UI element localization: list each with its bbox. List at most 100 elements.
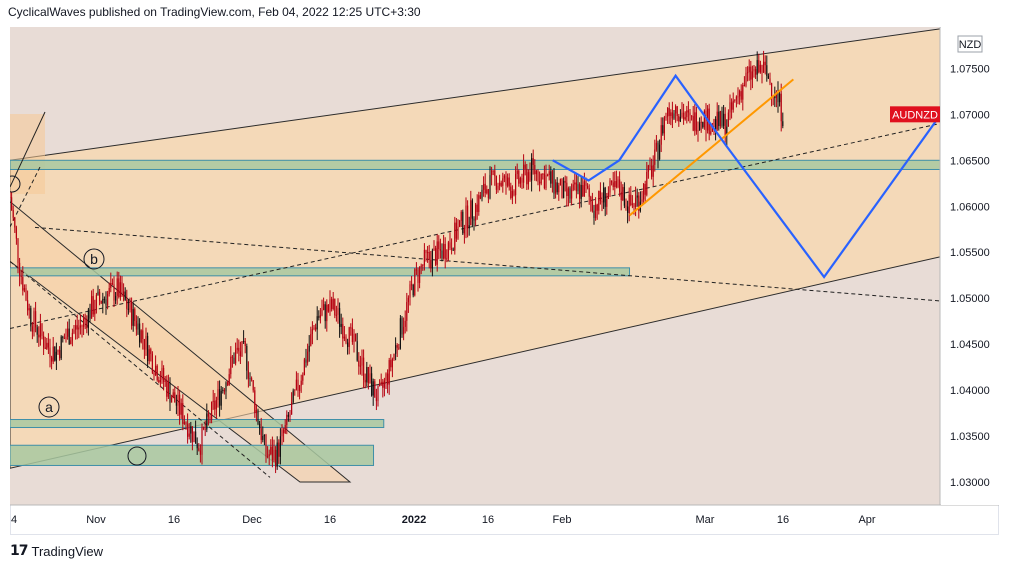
candle-body: [545, 174, 547, 189]
candle-body: [753, 69, 755, 72]
candle-body: [324, 304, 326, 322]
candle-body: [617, 179, 619, 188]
candle-body: [459, 220, 461, 227]
candle-body: [601, 200, 603, 203]
candle-body: [423, 249, 425, 266]
candle-body: [142, 330, 144, 339]
tradingview-mark-icon: 17: [10, 543, 29, 559]
candle-body: [484, 183, 486, 194]
candle-body: [41, 323, 43, 336]
candle-body: [43, 335, 45, 348]
candle-body: [188, 433, 190, 437]
candle-body: [110, 283, 112, 288]
symbol-price-tag[interactable]: AUDNZD: [890, 106, 940, 123]
candle-body: [630, 194, 632, 205]
candle-body: [465, 205, 467, 228]
candle-body: [585, 181, 587, 186]
candle-body: [593, 210, 595, 218]
candle-body: [70, 340, 72, 345]
candle-body: [201, 426, 203, 455]
rising-channel: [10, 28, 940, 469]
candle-body: [587, 185, 589, 189]
candle-body: [47, 342, 49, 348]
candle-body: [329, 299, 331, 312]
candle-body: [140, 330, 142, 343]
candle-body: [734, 99, 736, 101]
candle-body: [38, 334, 40, 338]
candle-body: [457, 226, 459, 239]
candle-body: [611, 180, 613, 183]
candle-body: [743, 85, 745, 87]
candle-body: [446, 258, 448, 260]
tradingview-logo[interactable]: 17 TradingView: [10, 542, 103, 560]
candle-body: [591, 201, 593, 211]
candle-body: [246, 345, 248, 371]
candle-body: [487, 189, 489, 199]
candle-body: [603, 187, 605, 203]
svg-text:a: a: [45, 399, 53, 415]
price-tick-label: 1.04000: [950, 385, 990, 397]
candle-body: [732, 100, 734, 110]
candle-body: [716, 111, 718, 130]
candle-body: [78, 327, 80, 330]
candle-body: [614, 181, 616, 187]
time-tick-label: Feb: [553, 514, 572, 526]
candle-body: [761, 64, 763, 73]
candle-body: [574, 182, 576, 185]
candle-body: [596, 204, 598, 211]
candle-body: [638, 195, 640, 211]
price-chart[interactable]: b a 1.07500 1.07000 1.06500 1.06000 1.05500 1…: [10, 27, 999, 535]
upper-support-zone[interactable]: [10, 159, 999, 170]
candle-body: [553, 170, 555, 194]
candle-body: [247, 370, 249, 379]
candle-body: [71, 332, 73, 341]
candle-body: [182, 403, 184, 424]
candle-body: [566, 182, 568, 197]
candle-body: [238, 347, 240, 352]
candle-body: [521, 178, 523, 183]
candle-body: [95, 294, 97, 310]
candle-body: [537, 170, 539, 182]
candle-body: [582, 185, 584, 197]
lower-support-zone[interactable]: [10, 419, 385, 429]
price-tick-label: 1.06000: [950, 201, 990, 213]
candle-body: [172, 392, 174, 398]
candle-body: [529, 172, 531, 181]
middle-support-zone[interactable]: [10, 267, 631, 277]
bottom-support-zone[interactable]: [10, 444, 375, 466]
orange-trendline: [628, 78, 794, 217]
candle-body: [113, 284, 115, 301]
candle-body: [625, 205, 627, 207]
candle-body: [343, 336, 345, 339]
candle-body: [385, 373, 387, 381]
candle-body: [103, 298, 105, 300]
candle-body: [470, 200, 472, 226]
candle-body: [332, 298, 334, 309]
candle-body: [135, 320, 137, 330]
candle-body: [364, 379, 366, 383]
candle-body: [323, 304, 325, 310]
candle-body: [595, 204, 597, 218]
candle-body: [127, 308, 129, 310]
candle-body: [563, 180, 565, 198]
candle-body: [438, 241, 440, 250]
publisher-header: CyclicalWaves published on TradingView.c…: [8, 5, 421, 19]
candle-body: [347, 342, 349, 347]
candle-body: [571, 189, 573, 199]
candle-body: [100, 300, 102, 304]
price-tick-label: 1.07000: [950, 109, 990, 121]
candle-body: [692, 116, 694, 131]
candle-body: [751, 71, 753, 80]
time-tick-label: 4: [11, 514, 17, 526]
candle-body: [222, 389, 224, 391]
candle-body: [220, 390, 222, 406]
candle-body: [143, 338, 145, 350]
candle-body: [260, 428, 262, 440]
candle-body: [518, 170, 520, 184]
candle-body: [291, 402, 293, 415]
candle-body: [702, 121, 704, 128]
candle-body: [740, 91, 742, 100]
candle-body: [491, 170, 493, 176]
candle-body: [107, 293, 109, 306]
candle-body: [681, 112, 683, 117]
